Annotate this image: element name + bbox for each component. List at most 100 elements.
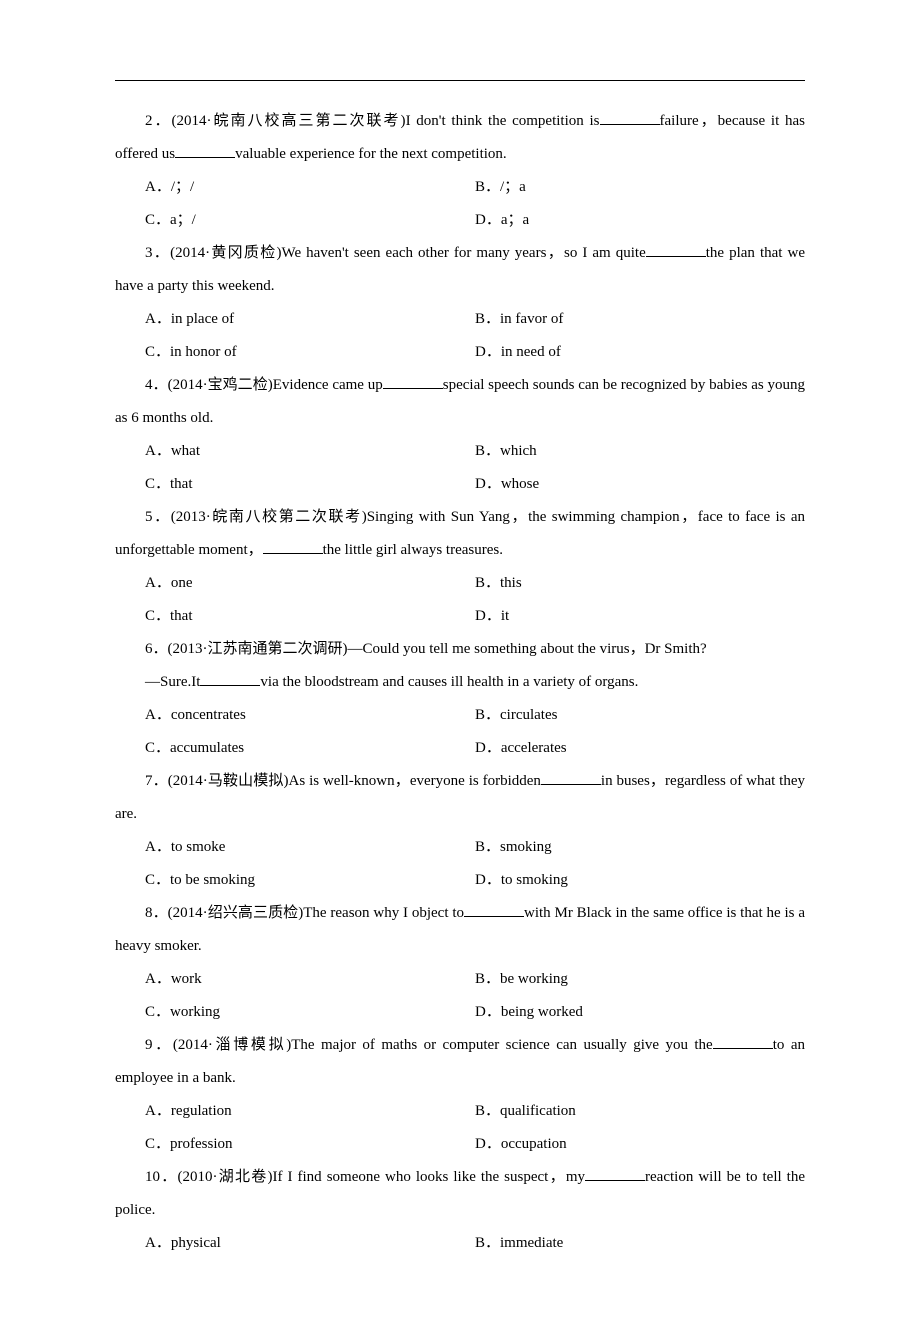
q6-l2a: —Sure.It [145, 674, 200, 690]
q5-b: the little girl always treasures. [323, 542, 503, 558]
q9-src: (2014·淄博模拟) [173, 1037, 291, 1053]
blank [200, 670, 260, 686]
option-b: B．circulates [475, 699, 805, 732]
question-3-stem: 3．(2014·黄冈质检)We haven't seen each other … [115, 237, 805, 303]
option-b: B．be working [475, 963, 805, 996]
question-9-stem: 9．(2014·淄博模拟)The major of maths or compu… [115, 1029, 805, 1095]
q4-src: (2014·宝鸡二检) [168, 377, 273, 393]
question-9-options: A．regulation B．qualification [115, 1095, 805, 1128]
q3-src: (2014·黄冈质检) [170, 245, 281, 261]
question-4-options-2: C．that D．whose [115, 468, 805, 501]
option-c: C．working [145, 996, 475, 1029]
blank [713, 1033, 773, 1049]
option-b: B．smoking [475, 831, 805, 864]
q3-a: We haven't seen each other for many year… [281, 245, 645, 261]
blank [541, 769, 601, 785]
option-b: B．qualification [475, 1095, 805, 1128]
q6-l2b: via the bloodstream and causes ill healt… [260, 674, 638, 690]
option-a: A．physical [145, 1227, 475, 1260]
q10-src: (2010·湖北卷) [178, 1169, 273, 1185]
question-6-line1: 6．(2013·江苏南通第二次调研)—Could you tell me som… [115, 633, 805, 666]
option-a: A．in place of [145, 303, 475, 336]
blank [600, 109, 660, 125]
q7-a: As is well-known，everyone is forbidden [289, 773, 541, 789]
option-b: B．/；a [475, 171, 805, 204]
option-d: D．being worked [475, 996, 805, 1029]
blank [646, 241, 706, 257]
option-a: A．work [145, 963, 475, 996]
question-8-options-2: C．working D．being worked [115, 996, 805, 1029]
question-5-options-2: C．that D．it [115, 600, 805, 633]
q7-src: (2014·马鞍山模拟) [168, 773, 289, 789]
question-2-stem: 2．(2014·皖南八校高三第二次联考)I don't think the co… [115, 105, 805, 171]
option-d: D．to smoking [475, 864, 805, 897]
option-d: D．accelerates [475, 732, 805, 765]
blank [175, 142, 235, 158]
q4-a: Evidence came up [273, 377, 383, 393]
q9-num: 9 [145, 1037, 153, 1053]
q2-a: I don't think the competition is [406, 113, 600, 129]
option-c: C．in honor of [145, 336, 475, 369]
question-6-line2: —Sure.It via the bloodstream and causes i… [115, 666, 805, 699]
question-10-options: A．physical B．immediate [115, 1227, 805, 1260]
question-7-options-2: C．to be smoking D．to smoking [115, 864, 805, 897]
q8-a: The reason why I object to [303, 905, 464, 921]
question-6-options-2: C．accumulates D．accelerates [115, 732, 805, 765]
q6-src: (2013·江苏南通第二次调研) [168, 641, 348, 657]
question-7-stem: 7．(2014·马鞍山模拟)As is well-known，everyone … [115, 765, 805, 831]
q3-num: 3 [145, 245, 153, 261]
question-8-options: A．work B．be working [115, 963, 805, 996]
blank [263, 538, 323, 554]
q10-a: If I find someone who looks like the sus… [273, 1169, 586, 1185]
option-b: B．which [475, 435, 805, 468]
option-a: A．what [145, 435, 475, 468]
top-rule [115, 80, 805, 81]
question-6-options: A．concentrates B．circulates [115, 699, 805, 732]
q7-num: 7 [145, 773, 153, 789]
q5-src: (2013·皖南八校第二次联考) [171, 509, 367, 525]
option-c: C．profession [145, 1128, 475, 1161]
question-10-stem: 10．(2010·湖北卷)If I find someone who looks… [115, 1161, 805, 1227]
q6-num: 6 [145, 641, 153, 657]
option-b: B．in favor of [475, 303, 805, 336]
question-7-options: A．to smoke B．smoking [115, 831, 805, 864]
blank [383, 373, 443, 389]
question-3-options-2: C．in honor of D．in need of [115, 336, 805, 369]
option-a: A．concentrates [145, 699, 475, 732]
option-d: D．occupation [475, 1128, 805, 1161]
option-c: C．accumulates [145, 732, 475, 765]
q4-num: 4 [145, 377, 153, 393]
option-c: C．a；/ [145, 204, 475, 237]
option-d: D．it [475, 600, 805, 633]
blank [464, 901, 524, 917]
question-8-stem: 8．(2014·绍兴高三质检)The reason why I object t… [115, 897, 805, 963]
question-5-stem: 5．(2013·皖南八校第二次联考)Singing with Sun Yang，… [115, 501, 805, 567]
option-d: D．whose [475, 468, 805, 501]
q9-a: The major of maths or computer science c… [291, 1037, 712, 1053]
option-c: C．to be smoking [145, 864, 475, 897]
question-3-options: A．in place of B．in favor of [115, 303, 805, 336]
option-b: B．immediate [475, 1227, 805, 1260]
question-5-options: A．one B．this [115, 567, 805, 600]
q2-c: valuable experience for the next competi… [235, 146, 507, 162]
option-c: C．that [145, 600, 475, 633]
question-4-options: A．what B．which [115, 435, 805, 468]
option-b: B．this [475, 567, 805, 600]
q8-num: 8 [145, 905, 153, 921]
option-a: A．regulation [145, 1095, 475, 1128]
q5-num: 5 [145, 509, 153, 525]
question-9-options-2: C．profession D．occupation [115, 1128, 805, 1161]
option-d: D．a；a [475, 204, 805, 237]
page: 2．(2014·皖南八校高三第二次联考)I don't think the co… [0, 0, 920, 1320]
option-d: D．in need of [475, 336, 805, 369]
option-c: C．that [145, 468, 475, 501]
q2-num: 2 [145, 113, 153, 129]
q10-num: 10 [145, 1169, 160, 1185]
option-a: A．one [145, 567, 475, 600]
question-2-options-2: C．a；/ D．a；a [115, 204, 805, 237]
q2-src: (2014·皖南八校高三第二次联考) [172, 113, 406, 129]
question-4-stem: 4．(2014·宝鸡二检)Evidence came upspecial spe… [115, 369, 805, 435]
option-a: A．/；/ [145, 171, 475, 204]
q6-l1: —Could you tell me something about the v… [348, 641, 707, 657]
blank [585, 1165, 645, 1181]
